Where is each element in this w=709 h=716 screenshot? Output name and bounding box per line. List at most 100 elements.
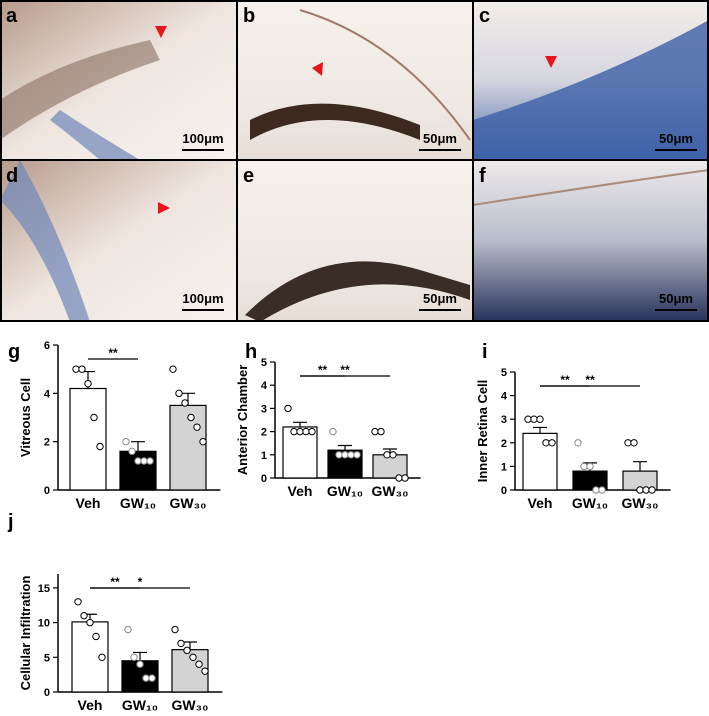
y-tick-label: 2 (44, 437, 50, 449)
panel-label: j (7, 511, 14, 533)
y-tick-label: 4 (261, 380, 268, 392)
data-point (335, 451, 343, 459)
bar (119, 450, 157, 491)
data-point (383, 451, 391, 459)
data-point (193, 423, 201, 431)
y-tick-label: 2 (261, 427, 267, 439)
x-tick-label: GW₁₀ (572, 495, 608, 511)
data-point (195, 660, 203, 668)
data-point (395, 474, 403, 482)
significance-label: ** (318, 363, 328, 377)
x-tick-label: GW₃₀ (172, 697, 209, 711)
y-tick-label: 6 (44, 340, 50, 352)
data-point (171, 625, 179, 634)
tissue (299, 9, 471, 141)
arrowheads (155, 26, 557, 214)
error-bar (131, 441, 145, 452)
scale-label: 100μm (182, 291, 223, 306)
bar (372, 454, 408, 479)
significance-label: ** (108, 346, 118, 360)
tissue (50, 110, 140, 160)
data-point (542, 439, 550, 447)
panel-label: h (245, 341, 257, 363)
data-point (574, 439, 582, 447)
y-axis-label: Inner Retina Cell (475, 380, 490, 483)
y-tick-label: 3 (501, 414, 507, 426)
data-point (90, 413, 98, 422)
scale-label: 50μm (659, 131, 693, 146)
x-tick-label: GW₃₀ (170, 495, 207, 511)
y-tick-label: 10 (38, 618, 50, 630)
data-point (187, 413, 195, 422)
panel-label: d (6, 165, 18, 187)
data-point (341, 451, 349, 459)
y-tick-label: 3 (261, 403, 267, 415)
data-point (371, 427, 379, 436)
error-bar (533, 426, 547, 434)
data-point (183, 646, 191, 655)
data-point (140, 457, 148, 465)
scale-label: 50μm (423, 131, 457, 146)
data-point (586, 462, 594, 471)
data-point (177, 639, 185, 648)
scale-label: 50μm (659, 291, 693, 306)
scale-label: 50μm (423, 291, 457, 306)
significance-label: * (138, 575, 143, 589)
y-axis-label: Anterior Chamber (235, 365, 250, 476)
data-point (84, 379, 92, 388)
data-point (128, 447, 136, 456)
panel-borders (0, 0, 709, 322)
data-point (401, 474, 409, 482)
data-point (592, 486, 600, 494)
data-point (199, 437, 207, 446)
significance-label: ** (340, 363, 350, 377)
data-point (302, 427, 310, 436)
x-tick-label: GW₃₀ (622, 495, 659, 511)
data-point (548, 439, 556, 447)
y-tick-label: 0 (261, 473, 267, 485)
data-point (98, 653, 106, 661)
panel-label: e (243, 165, 254, 187)
data-point (630, 439, 638, 447)
data-point (642, 486, 650, 494)
data-point (296, 427, 304, 436)
tissue (473, 20, 709, 160)
panel-label: i (482, 341, 488, 363)
data-point (648, 486, 656, 494)
data-point (624, 439, 632, 447)
y-axis-label: Cellular Infiltration (18, 576, 33, 691)
data-point (308, 427, 316, 436)
error-bar (293, 421, 307, 427)
data-point (78, 365, 86, 373)
data-point (86, 618, 94, 627)
data-point (636, 486, 644, 494)
y-tick-label: 4 (501, 391, 508, 403)
panel-label: f (479, 165, 486, 187)
y-tick-label: 5 (44, 652, 50, 664)
y-tick-label: 1 (261, 450, 267, 462)
data-point (130, 653, 138, 661)
data-point (284, 404, 292, 413)
data-point (146, 457, 154, 465)
bar (69, 387, 107, 491)
panel-label: g (8, 341, 20, 363)
data-point (181, 399, 189, 407)
y-tick-label: 0 (44, 687, 50, 699)
data-point (122, 437, 130, 446)
data-point (347, 451, 355, 459)
significance-label: ** (560, 373, 570, 387)
data-point (201, 667, 209, 675)
data-point (189, 653, 197, 661)
tissue (250, 103, 420, 140)
y-tick-label: 1 (501, 461, 507, 473)
data-point (530, 415, 538, 423)
y-tick-label: 0 (44, 485, 50, 497)
data-point (598, 486, 606, 494)
x-tick-label: GW₁₀ (120, 495, 156, 511)
data-point (290, 427, 298, 436)
y-tick-label: 5 (501, 367, 507, 379)
tissue (0, 40, 160, 140)
data-point (580, 462, 588, 471)
tissue (0, 160, 90, 322)
